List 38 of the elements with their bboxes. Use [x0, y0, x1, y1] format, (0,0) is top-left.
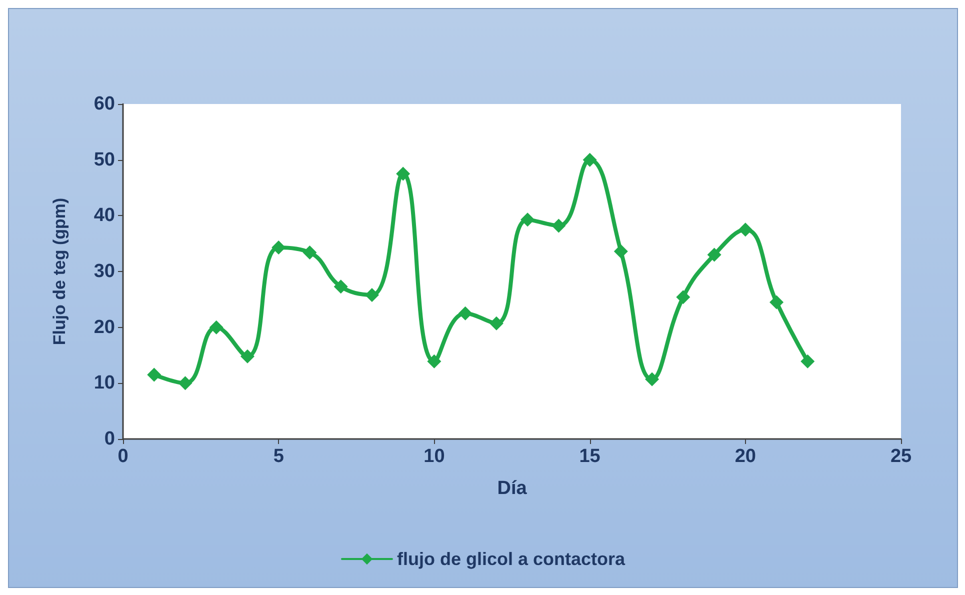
point — [458, 306, 472, 320]
point — [334, 280, 348, 294]
legend-label: flujo de glicol a contactora — [396, 549, 626, 569]
y-tick-label: 20 — [94, 316, 115, 338]
y-tick-label: 50 — [94, 149, 115, 170]
y-tick-label: 0 — [104, 428, 115, 450]
point — [489, 316, 504, 330]
point — [364, 288, 379, 302]
point — [707, 248, 722, 262]
point — [178, 376, 192, 390]
point — [240, 349, 254, 364]
x-tick-label: 5 — [273, 446, 284, 467]
x-tick-label: 20 — [734, 446, 756, 467]
point — [427, 354, 442, 368]
point — [738, 222, 752, 237]
point — [396, 166, 410, 181]
point — [552, 218, 566, 233]
point — [645, 372, 660, 386]
x-tick-label: 0 — [118, 446, 128, 467]
x-tick-label: 10 — [424, 446, 445, 467]
point — [209, 320, 224, 334]
y-tick-label: 30 — [94, 261, 115, 282]
point — [582, 152, 597, 167]
point — [614, 244, 628, 258]
x-tick-label: 25 — [890, 446, 912, 467]
point — [770, 295, 784, 310]
point — [520, 212, 535, 227]
y-tick-label: 10 — [94, 372, 115, 394]
point — [676, 290, 690, 304]
y-tick-label: 40 — [94, 205, 115, 226]
x-axis-title: Día — [497, 478, 528, 499]
x-tick-label: 15 — [579, 446, 601, 467]
point — [147, 368, 162, 382]
point — [302, 246, 317, 260]
point — [272, 240, 286, 254]
y-tick-label: 60 — [94, 94, 115, 114]
y-axis-title: Flujo de teg (gpm) — [50, 198, 69, 346]
point — [800, 354, 815, 368]
